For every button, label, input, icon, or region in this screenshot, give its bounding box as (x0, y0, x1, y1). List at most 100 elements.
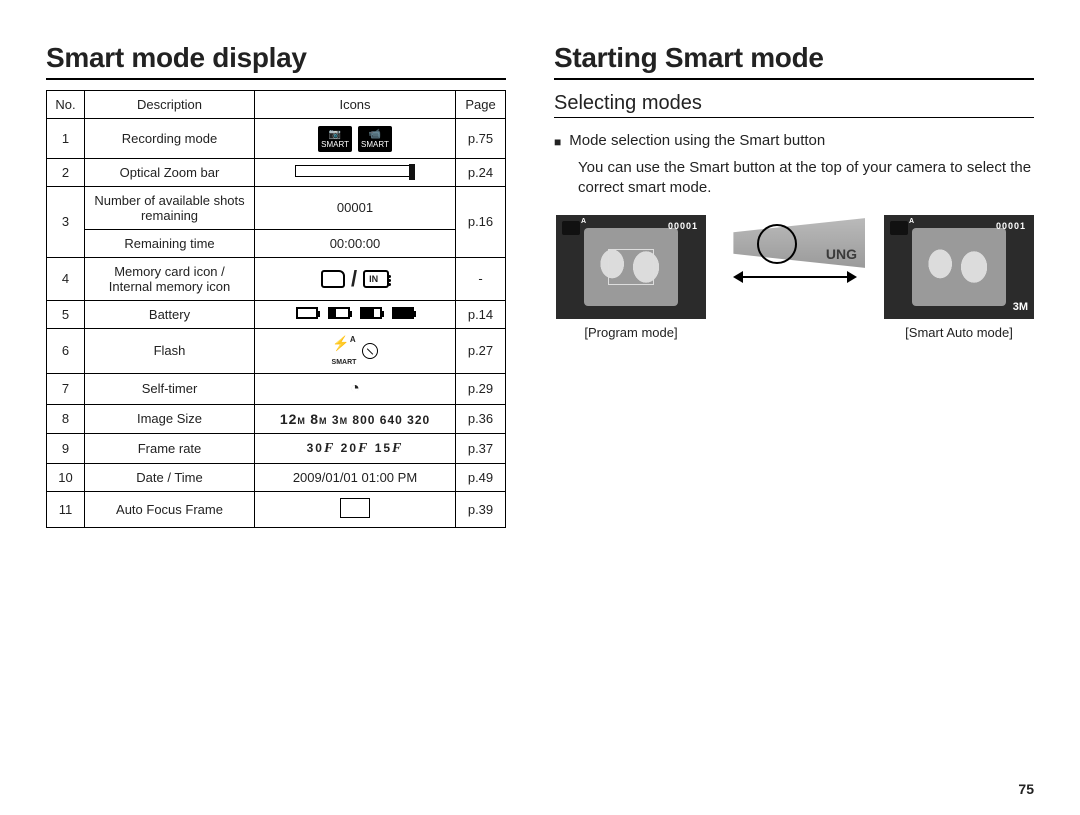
cell-page: p.27 (456, 328, 506, 373)
cell-desc: Auto Focus Frame (85, 491, 255, 527)
cell-icons (255, 158, 456, 186)
sd-card-icon (321, 270, 345, 288)
cell-icons (255, 491, 456, 527)
table-row: 2 Optical Zoom bar p.24 (47, 158, 506, 186)
body-text: You can use the Smart button at the top … (578, 158, 1034, 199)
lcd-smart-auto: 00001 3M (884, 215, 1034, 319)
page-number: 75 (1018, 781, 1034, 797)
smart-button-circle-icon (757, 224, 797, 264)
battery-icon (294, 307, 416, 319)
cell-desc: Memory card icon / Internal memory icon (85, 257, 255, 300)
cell-page: p.75 (456, 119, 506, 159)
self-timer-icon: ◔ (350, 380, 360, 397)
cell-no: 3 (47, 186, 85, 257)
shot-counter: 00001 (668, 221, 698, 231)
cell-no: 9 (47, 433, 85, 463)
cell-icons: 2009/01/01 01:00 PM (255, 463, 456, 491)
left-rule (46, 78, 506, 80)
bullet-mode-selection: ■ Mode selection using the Smart button (554, 132, 1034, 152)
cell-desc: Flash (85, 328, 255, 373)
flash-icon: ⚡ SMART (332, 335, 379, 367)
cell-icons: 00:00:00 (255, 229, 456, 257)
right-title: Starting Smart mode (554, 42, 1034, 74)
th-no: No. (47, 91, 85, 119)
image-size-overlay: 3M (1013, 301, 1028, 313)
shot-counter: 00001 (996, 221, 1026, 231)
double-arrow-icon: UNG (735, 276, 855, 278)
lcd-program: 00001 (556, 215, 706, 319)
mode-badge-icon (890, 221, 908, 235)
cell-no: 11 (47, 491, 85, 527)
cell-desc: Date / Time (85, 463, 255, 491)
table-row: 1 Recording mode 📷SMART 📹SMART p.75 (47, 119, 506, 159)
right-rule (554, 78, 1034, 80)
th-page: Page (456, 91, 506, 119)
cell-icons: ⚡ SMART (255, 328, 456, 373)
cell-icons: 12M 8M 3M 800 640 320 (255, 404, 456, 433)
cell-no: 4 (47, 257, 85, 300)
cell-no: 1 (47, 119, 85, 159)
cell-no: 10 (47, 463, 85, 491)
mode-selection-figure: 00001 [Program mode] UNG 00001 3M [ (556, 215, 1034, 340)
table-row: 5 Battery p.14 (47, 300, 506, 328)
cell-desc: Image Size (85, 404, 255, 433)
table-row: 7 Self-timer ◔ p.29 (47, 373, 506, 404)
cell-desc: Battery (85, 300, 255, 328)
cell-page: p.29 (456, 373, 506, 404)
zoom-bar-icon (295, 165, 415, 177)
cell-no: 8 (47, 404, 85, 433)
display-table: No. Description Icons Page 1 Recording m… (46, 90, 506, 528)
cell-icons: 00001 (255, 186, 456, 229)
cell-icons: 📷SMART 📹SMART (255, 119, 456, 159)
memory-icon: / (321, 266, 389, 292)
people-photo-placeholder (912, 228, 1006, 306)
cell-icons: / (255, 257, 456, 300)
smart-auto-preview: 00001 3M [Smart Auto mode] (884, 215, 1034, 340)
th-desc: Description (85, 91, 255, 119)
frame-rate-icon: 30F 20F 15F (307, 441, 404, 455)
flash-auto-icon: ⚡ (332, 335, 355, 352)
left-title: Smart mode display (46, 42, 506, 74)
cell-desc: Self-timer (85, 373, 255, 404)
recording-mode-icon: 📷SMART 📹SMART (318, 126, 392, 152)
cell-no: 5 (47, 300, 85, 328)
table-row: 9 Frame rate 30F 20F 15F p.37 (47, 433, 506, 463)
table-row: 6 Flash ⚡ SMART p.27 (47, 328, 506, 373)
caption-smart-auto: [Smart Auto mode] (905, 325, 1013, 340)
subheading-rule (554, 117, 1034, 118)
brand-fragment: UNG (826, 246, 857, 262)
cell-page: p.36 (456, 404, 506, 433)
no-flash-icon (362, 343, 378, 359)
table-row: 10 Date / Time 2009/01/01 01:00 PM p.49 (47, 463, 506, 491)
focus-bracket-icon (608, 249, 654, 285)
cell-no: 7 (47, 373, 85, 404)
cell-page: p.24 (456, 158, 506, 186)
table-row: Remaining time 00:00:00 (47, 229, 506, 257)
cell-page: p.14 (456, 300, 506, 328)
bullet-text: Mode selection using the Smart button (569, 132, 825, 152)
cell-page: p.37 (456, 433, 506, 463)
cell-icons: 30F 20F 15F (255, 433, 456, 463)
cell-page: - (456, 257, 506, 300)
mode-badge-icon (562, 221, 580, 235)
cell-page: p.49 (456, 463, 506, 491)
cell-desc: Number of available shots remaining (85, 186, 255, 229)
cell-desc: Recording mode (85, 119, 255, 159)
square-bullet-icon: ■ (554, 132, 561, 152)
caption-program: [Program mode] (584, 325, 677, 340)
table-row: 4 Memory card icon / Internal memory ico… (47, 257, 506, 300)
cell-no: 2 (47, 158, 85, 186)
cell-page: p.16 (456, 186, 506, 257)
cell-icons (255, 300, 456, 328)
table-header: No. Description Icons Page (47, 91, 506, 119)
cell-page: p.39 (456, 491, 506, 527)
table-row: 8 Image Size 12M 8M 3M 800 640 320 p.36 (47, 404, 506, 433)
internal-memory-icon (363, 270, 389, 288)
subheading-selecting-modes: Selecting modes (554, 92, 1034, 115)
camera-top-graphic: UNG (725, 216, 865, 270)
table-row: 11 Auto Focus Frame p.39 (47, 491, 506, 527)
af-frame-icon (340, 498, 370, 518)
cell-icons: ◔ (255, 373, 456, 404)
image-size-icon: 12M 8M 3M 800 640 320 (280, 413, 430, 427)
table-row: 3 Number of available shots remaining 00… (47, 186, 506, 229)
